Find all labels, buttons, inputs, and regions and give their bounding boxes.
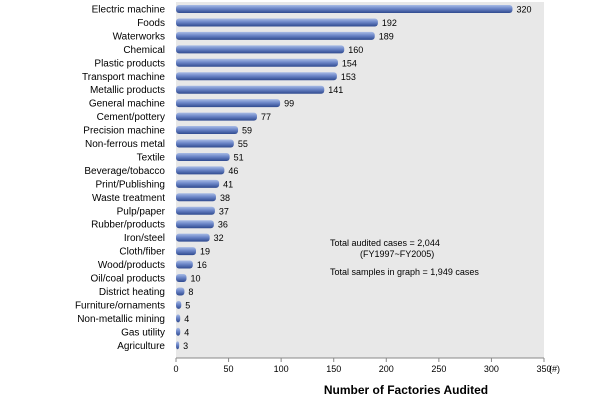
bar-print-publishing (176, 179, 220, 188)
category-label-rubber-products: Rubber/products (91, 220, 165, 231)
bar-gas-utility (176, 327, 181, 336)
category-label-pulp-paper: Pulp/paper (117, 206, 166, 217)
bar-plastic-products (176, 58, 338, 67)
x-axis-unit-label: (#) (549, 364, 560, 374)
value-label-iron-steel: 32 (214, 233, 224, 243)
category-label-wood-products: Wood/products (98, 260, 165, 271)
bar-pulp-paper (176, 206, 215, 215)
value-label-waterworks: 189 (379, 31, 394, 41)
value-label-non-ferrous-metal: 55 (238, 139, 248, 149)
bar-agriculture (176, 341, 180, 350)
x-tick-label-250: 250 (431, 364, 446, 374)
value-label-beverage-tobacco: 46 (228, 166, 238, 176)
value-label-cement-pottery: 77 (261, 112, 271, 122)
bar-cement-pottery (176, 112, 257, 121)
category-label-print-publishing: Print/Publishing (96, 179, 165, 190)
value-label-print-publishing: 41 (223, 179, 233, 189)
bar-textile (176, 152, 230, 161)
bar-furniture-ornaments (176, 300, 182, 309)
x-tick-label-200: 200 (379, 364, 394, 374)
value-label-oil-coal-products: 10 (191, 274, 201, 284)
value-label-furniture-ornaments: 5 (185, 300, 190, 310)
x-tick-label-150: 150 (326, 364, 341, 374)
category-label-agriculture: Agriculture (117, 341, 165, 352)
x-tick-label-50: 50 (224, 364, 234, 374)
bar-wood-products (176, 260, 193, 269)
bar-waterworks (176, 31, 375, 40)
category-label-cloth-fiber: Cloth/fiber (119, 247, 165, 258)
annotations: Total audited cases = 2,044 (FY1997~FY20… (330, 238, 479, 277)
category-label-precision-machine: Precision machine (83, 126, 165, 137)
x-axis-title: Number of Factories Audited (324, 383, 488, 397)
category-label-chemical: Chemical (123, 45, 165, 56)
bar-waste-treatment (176, 193, 216, 202)
value-label-textile: 51 (234, 152, 244, 162)
x-tick-label-0: 0 (173, 364, 178, 374)
value-label-non-metallic-mining: 4 (184, 314, 189, 324)
x-tick-label-100: 100 (274, 364, 289, 374)
category-label-gas-utility: Gas utility (121, 327, 165, 338)
value-label-rubber-products: 36 (218, 220, 228, 230)
bar-transport-machine (176, 72, 337, 81)
category-label-furniture-ornaments: Furniture/ornaments (75, 300, 165, 311)
category-label-non-ferrous-metal: Non-ferrous metal (85, 139, 165, 150)
value-label-plastic-products: 154 (342, 58, 357, 68)
value-label-metallic-products: 141 (328, 85, 343, 95)
bar-district-heating (176, 287, 185, 296)
category-label-beverage-tobacco: Beverage/tobacco (84, 166, 165, 177)
category-labels: Electric machine Foods Waterworks Chemical P… (75, 5, 166, 352)
x-tick-label-300: 300 (484, 364, 499, 374)
bar-general-machine (176, 99, 281, 108)
category-label-district-heating: District heating (99, 287, 165, 298)
value-label-cloth-fiber: 19 (200, 247, 210, 257)
value-label-pulp-paper: 37 (219, 206, 229, 216)
bar-non-metallic-mining (176, 314, 181, 323)
bar-beverage-tobacco (176, 166, 225, 175)
category-label-plastic-products: Plastic products (94, 58, 165, 69)
bar-non-ferrous-metal (176, 139, 234, 148)
category-label-iron-steel: Iron/steel (124, 233, 165, 244)
value-label-general-machine: 99 (284, 99, 294, 109)
category-label-waste-treatment: Waste treatment (92, 193, 165, 204)
value-label-precision-machine: 59 (242, 126, 252, 136)
bar-iron-steel (176, 233, 210, 242)
bar-rubber-products (176, 220, 214, 229)
value-labels: 3201921891601541531419977595551464138373… (183, 5, 531, 351)
category-label-waterworks: Waterworks (113, 31, 165, 42)
value-label-electric-machine: 320 (516, 5, 531, 15)
value-label-foods: 192 (382, 18, 397, 28)
category-label-oil-coal-products: Oil/coal products (91, 274, 165, 285)
value-label-agriculture: 3 (183, 341, 188, 351)
bar-foods (176, 18, 378, 27)
bar-electric-machine (176, 5, 513, 13)
category-label-foods: Foods (137, 18, 165, 29)
annotation-total-audited: Total audited cases = 2,044 (330, 238, 440, 248)
bar-cloth-fiber (176, 247, 196, 256)
annotation-total-samples: Total samples in graph = 1,949 cases (330, 267, 479, 277)
bar-chemical (176, 45, 345, 54)
bar-oil-coal-products (176, 274, 187, 282)
value-label-gas-utility: 4 (184, 327, 189, 337)
bars-group (176, 5, 513, 350)
value-label-transport-machine: 153 (341, 72, 356, 82)
x-axis-ticks: 0 50 100 150 200 250 300 350 (173, 358, 552, 374)
value-label-wood-products: 16 (197, 260, 207, 270)
x-tick-label-350: 350 (536, 364, 551, 374)
value-label-waste-treatment: 38 (220, 193, 230, 203)
value-label-district-heating: 8 (188, 287, 193, 297)
bar-precision-machine (176, 126, 239, 135)
value-label-chemical: 160 (348, 45, 363, 55)
category-label-general-machine: General machine (89, 99, 166, 110)
category-label-textile: Textile (137, 152, 166, 163)
category-label-electric-machine: Electric machine (92, 5, 166, 16)
category-label-transport-machine: Transport machine (82, 72, 165, 83)
annotation-fiscal-years: (FY1997~FY2005) (360, 249, 434, 259)
category-label-non-metallic-mining: Non-metallic mining (77, 314, 165, 325)
category-label-metallic-products: Metallic products (90, 85, 165, 96)
category-label-cement-pottery: Cement/pottery (97, 112, 165, 123)
bar-metallic-products (176, 85, 325, 94)
